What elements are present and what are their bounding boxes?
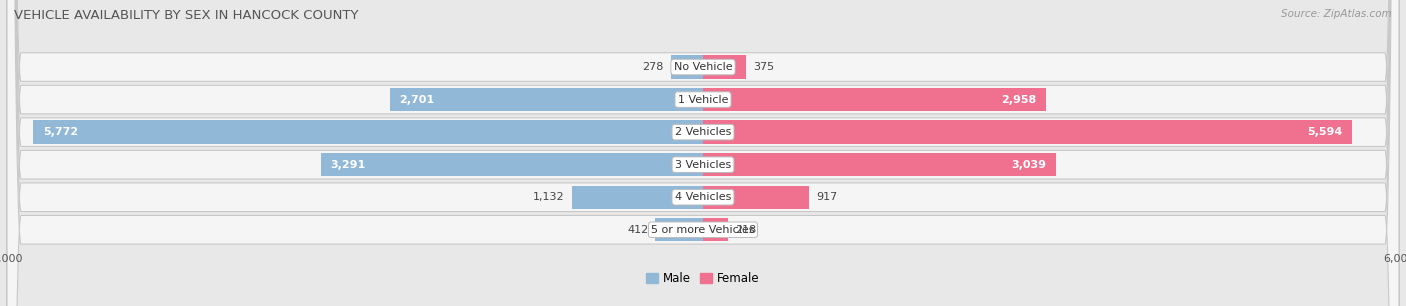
FancyBboxPatch shape	[7, 0, 1399, 306]
Text: 4 Vehicles: 4 Vehicles	[675, 192, 731, 202]
FancyBboxPatch shape	[7, 0, 1399, 306]
Text: 2 Vehicles: 2 Vehicles	[675, 127, 731, 137]
Text: VEHICLE AVAILABILITY BY SEX IN HANCOCK COUNTY: VEHICLE AVAILABILITY BY SEX IN HANCOCK C…	[14, 9, 359, 22]
FancyBboxPatch shape	[7, 0, 1399, 306]
Text: 3,291: 3,291	[330, 160, 366, 170]
Text: 5 or more Vehicles: 5 or more Vehicles	[651, 225, 755, 235]
Bar	[655, 218, 703, 241]
FancyBboxPatch shape	[7, 0, 1399, 306]
Text: No Vehicle: No Vehicle	[673, 62, 733, 72]
Text: 1 Vehicle: 1 Vehicle	[678, 95, 728, 105]
FancyBboxPatch shape	[7, 0, 1399, 306]
Bar	[703, 88, 1046, 111]
Text: 218: 218	[735, 225, 756, 235]
Text: 2,958: 2,958	[1001, 95, 1036, 105]
Bar	[321, 153, 703, 176]
Text: 2,701: 2,701	[399, 95, 434, 105]
Bar	[389, 88, 703, 111]
Text: 3,039: 3,039	[1011, 160, 1046, 170]
Bar	[34, 121, 703, 144]
Bar	[703, 218, 728, 241]
Text: Source: ZipAtlas.com: Source: ZipAtlas.com	[1281, 9, 1392, 19]
Bar	[703, 121, 1353, 144]
Bar	[671, 55, 703, 79]
Text: 3 Vehicles: 3 Vehicles	[675, 160, 731, 170]
Text: 917: 917	[817, 192, 838, 202]
Text: 375: 375	[754, 62, 775, 72]
Text: 1,132: 1,132	[533, 192, 565, 202]
Bar	[572, 185, 703, 209]
Bar	[703, 55, 747, 79]
Bar	[703, 185, 810, 209]
Text: 278: 278	[643, 62, 664, 72]
Text: 5,594: 5,594	[1308, 127, 1343, 137]
Text: 412: 412	[627, 225, 648, 235]
Bar	[703, 153, 1056, 176]
Legend: Male, Female: Male, Female	[641, 268, 765, 290]
FancyBboxPatch shape	[7, 0, 1399, 306]
Text: 5,772: 5,772	[42, 127, 77, 137]
